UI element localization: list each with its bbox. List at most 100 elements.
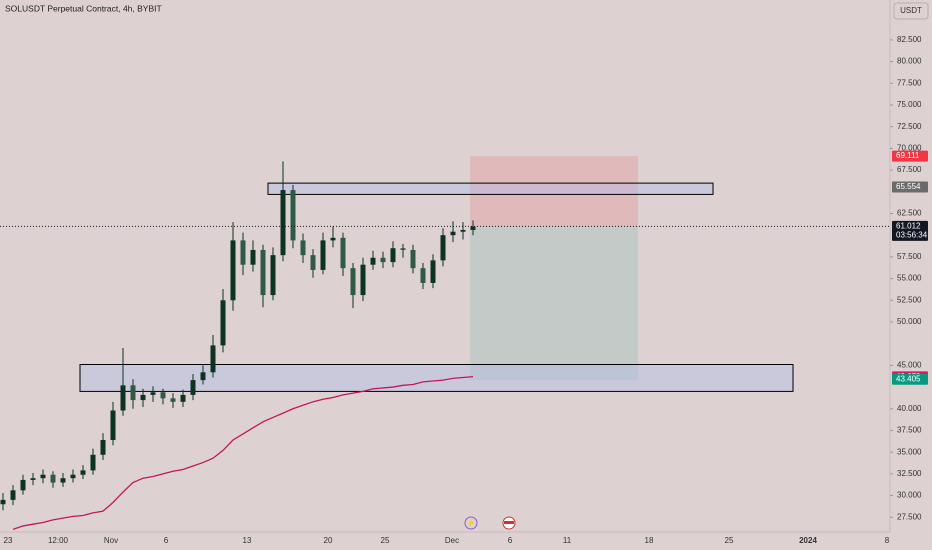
flag-stripe [504,521,514,524]
y-tick-label: 75.000 [897,100,922,109]
candle-body [50,474,56,483]
currency-label[interactable]: USDT [900,6,922,15]
price-tag [892,373,928,385]
y-tick-label: 80.000 [897,57,922,66]
candle-body [110,410,116,441]
y-tick-label: 52.500 [897,295,922,304]
price-tag [892,181,928,193]
candle-body [240,240,246,265]
y-tick-label: 30.000 [897,491,922,500]
y-tick-label: 32.500 [897,469,922,478]
candle-body [40,474,46,479]
price-tag-label: 61.012 [896,222,921,231]
candle-body [280,190,286,256]
y-tick-label: 62.500 [897,209,922,218]
x-tick-label: 2024 [799,536,817,545]
x-tick-label: Nov [104,536,118,545]
candle-body [440,235,446,261]
x-tick-label: 13 [243,536,252,545]
candle-body [310,255,316,270]
x-tick-label: 20 [324,536,333,545]
candle-body [370,257,376,265]
price-tag-label: 43.405 [896,374,921,383]
x-tick-label: 25 [381,536,390,545]
y-tick-label: 70.000 [897,144,922,153]
candle-body [220,300,226,346]
candle-body [130,385,136,401]
candle-body [170,398,176,402]
candle-body [140,394,146,401]
x-tick-label: 12:00 [48,536,69,545]
candle-body [0,499,6,505]
y-tick-label: 37.500 [897,426,922,435]
candle-body [430,260,436,283]
candle-body [60,478,66,483]
x-tick-label: 23 [4,536,13,545]
candle-body [250,249,256,265]
price-tag-label: 65.554 [896,182,921,191]
price-tag [892,220,928,241]
candle-body [380,257,386,263]
candle-body [10,490,16,500]
candle-body [120,385,126,411]
y-tick-label: 50.000 [897,317,922,326]
candle-body [80,470,86,475]
event-icon[interactable] [464,516,478,530]
x-tick-label: 6 [164,536,169,545]
candle-body [270,255,276,296]
candle-body [340,237,346,269]
candle-body [350,268,356,296]
y-tick-label: 45.000 [897,360,922,369]
currency-button[interactable] [893,2,929,20]
x-tick-label: 8 [885,536,890,545]
candle-body [190,380,196,395]
y-tick-label: 72.500 [897,122,922,131]
x-tick-label: Dec [445,536,459,545]
y-tick-label: 82.500 [897,35,922,44]
candle-body [160,392,166,399]
x-tick-label: 11 [563,536,572,545]
y-tick-label: 77.500 [897,78,922,87]
x-tick-label: 6 [508,536,513,545]
candle-body [450,231,456,236]
x-tick-label: 25 [725,536,734,545]
candle-body [20,479,26,491]
x-tick-label: 18 [645,536,654,545]
event-icon-glyph: ⚡ [467,518,476,527]
countdown: 03:56:34 [896,231,928,240]
candle-body [300,240,306,256]
candle-body [180,394,186,402]
candle-body [210,345,216,373]
target-area [470,226,638,381]
candle-body [460,229,466,232]
y-tick-label: 40.000 [897,404,922,413]
candle-body [100,440,106,455]
bottom-icons: ⚡ [464,516,516,530]
zone [79,364,794,392]
candle-body [30,478,36,480]
price-tag [892,150,928,162]
candle-body [290,190,296,241]
stop-area [470,156,638,227]
candle-body [320,240,326,270]
candle-body [150,392,156,395]
price-tag-label: 69.111 [896,151,920,160]
candle-body [420,268,426,283]
candle-body [330,237,336,241]
zone [267,182,714,195]
y-tick-label: 27.500 [897,512,922,521]
y-tick-label: 57.500 [897,252,922,261]
candle-body [470,226,476,230]
chart-title: SOLUSDT Perpetual Contract, 4h, BYBIT [5,3,162,13]
y-tick-label: 35.000 [897,447,922,456]
candle-body [90,454,96,471]
candle-body [360,264,366,296]
candle-body [400,248,406,250]
candle-body [230,240,236,301]
candle-body [260,249,266,296]
candle-body [200,372,206,381]
candle-body [70,474,76,479]
